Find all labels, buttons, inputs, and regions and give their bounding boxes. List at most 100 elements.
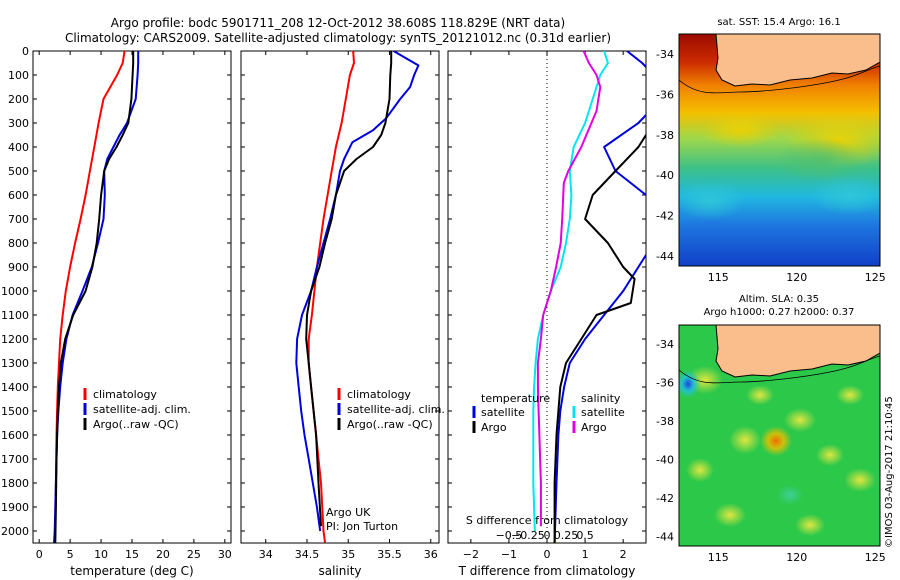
plot-frame-temperature <box>32 50 232 544</box>
y-tick-label: 2000 <box>1 525 29 538</box>
map-y-tick-label: -34 <box>656 338 674 351</box>
y-tick-label: 1000 <box>1 285 29 298</box>
series-group-temperature <box>53 51 140 543</box>
sst-cyan-patch-east <box>810 175 880 215</box>
salinity-tick-label: −0.25 <box>511 529 545 542</box>
pi-label: PI: Jon Turton <box>326 520 398 533</box>
map-y-tick-label: -44 <box>656 250 674 263</box>
x-axis-label: temperature (deg C) <box>70 564 193 578</box>
map-y-tick-label: -34 <box>656 48 674 61</box>
salinity-tick-label: 0.5 <box>576 529 594 542</box>
salinity-axis-label: S difference from climatology <box>466 514 629 527</box>
map-x-tick-label: 115 <box>708 271 729 284</box>
x-tick-label: 25 <box>187 548 201 561</box>
legend-label: Argo(..raw -QC) <box>93 418 179 431</box>
sla-map-subtitle: Argo h1000: 0.27 h2000: 0.37 <box>704 307 855 318</box>
y-tick-label: 1100 <box>1 309 29 322</box>
x-tick-label: 0 <box>36 548 43 561</box>
difference-legend: temperature salinitysatelliteArgosatellit… <box>472 392 625 434</box>
legend-title: salinity <box>581 392 621 405</box>
x-tick-label: 15 <box>125 548 139 561</box>
x-tick-label: 34.5 <box>295 548 320 561</box>
x-tick-label: 36 <box>424 548 438 561</box>
series-line-argo-raw-qc- <box>54 51 135 543</box>
map-y-tick-label: -38 <box>656 415 674 428</box>
map-y-tick-label: -36 <box>656 377 674 390</box>
sst-map-frame <box>678 33 881 267</box>
sla-warm-eddy <box>760 426 792 456</box>
legend-label: climatology <box>347 388 411 401</box>
plot-frame-difference <box>447 50 647 544</box>
legend-label: Argo <box>481 421 507 434</box>
y-tick-label: 1800 <box>1 477 29 490</box>
series-line-temperature-argo <box>553 51 646 543</box>
map-y-tick-label: -40 <box>656 169 674 182</box>
y-tick-label: 500 <box>8 165 29 178</box>
profile-panel-salinity: 34 34.5 35 35.5 36 salinity <box>240 50 440 578</box>
legend-label: satellite <box>581 406 625 419</box>
salinity-legend: climatology satellite-adj. clim. Argo(..ra… <box>337 388 445 431</box>
sla-blob <box>729 426 761 454</box>
x-tick-label: 5 <box>67 548 74 561</box>
series-line-salinity-satellite <box>532 51 609 532</box>
x-tick-label: 35.5 <box>377 548 402 561</box>
series-line-salinity-argo <box>536 51 602 527</box>
temperature-legend: climatology satellite-adj. clim. Argo(..ra… <box>83 388 191 431</box>
sla-field <box>679 325 880 546</box>
legend-label: satellite <box>481 406 525 419</box>
x-tick-label: 20 <box>156 548 170 561</box>
sla-blob <box>836 385 864 405</box>
x-tick-label: 2 <box>620 548 627 561</box>
map-x-tick-label: 115 <box>708 551 729 564</box>
x-tick-label: 0 <box>544 548 551 561</box>
sla-blob <box>777 485 803 505</box>
series-group-salinity <box>295 51 420 543</box>
y-tick-label: 1600 <box>1 429 29 442</box>
y-tick-label: 400 <box>8 141 29 154</box>
map-y-tick-label: -36 <box>656 89 674 102</box>
legend-title: temperature <box>481 392 550 405</box>
legend-label: Argo <box>581 421 607 434</box>
x-tick-label: 30 <box>218 548 232 561</box>
map-y-tick-label: -42 <box>656 210 674 223</box>
y-tick-label: 700 <box>8 213 29 226</box>
sla-map-frame <box>678 324 881 547</box>
sst-map <box>678 33 881 267</box>
sla-blob <box>784 408 816 432</box>
plot-frame-salinity <box>240 50 440 544</box>
x-tick-label: −1 <box>501 548 517 561</box>
sst-land-mass <box>715 34 880 87</box>
y-tick-label: 1900 <box>1 501 29 514</box>
map-x-tick-label: 125 <box>865 271 886 284</box>
sst-warm-patch-west <box>700 112 780 148</box>
y-tick-label: 300 <box>8 117 29 130</box>
series-line-argo-raw-qc- <box>305 51 393 527</box>
y-tick-label: 900 <box>8 261 29 274</box>
series-group-difference <box>532 51 646 543</box>
map-y-tick-label: -44 <box>656 530 674 543</box>
sla-depth-contour <box>679 355 880 384</box>
y-tick-label: 1500 <box>1 405 29 418</box>
salinity-tick-label: −0.5 <box>496 529 523 542</box>
sst-depth-contour <box>679 65 880 94</box>
sst-green-patch <box>775 138 865 182</box>
series-line-satellite-adj-clim- <box>295 51 420 532</box>
legend-label: climatology <box>93 388 157 401</box>
legend-label: Argo(..raw -QC) <box>347 418 433 431</box>
map-y-tick-label: -38 <box>656 129 674 142</box>
y-tick-label: 1400 <box>1 381 29 394</box>
legend-label: satellite-adj. clim. <box>93 403 191 416</box>
header-line-2: Climatology: CARS2009. Satellite-adjuste… <box>65 31 611 45</box>
x-tick-label: 35 <box>341 548 355 561</box>
salinity-tick-label: 0 <box>544 529 551 542</box>
y-tick-label: 1200 <box>1 333 29 346</box>
sla-blob <box>746 385 774 405</box>
sla-land-mass <box>715 325 880 378</box>
y-tick-label: 800 <box>8 237 29 250</box>
sla-map <box>678 324 881 547</box>
x-axis-label: T difference from climatology <box>458 564 636 578</box>
sla-blob <box>816 444 844 466</box>
y-tick-label: 100 <box>8 69 29 82</box>
x-tick-label: 1 <box>582 548 589 561</box>
sla-blob <box>714 503 746 527</box>
